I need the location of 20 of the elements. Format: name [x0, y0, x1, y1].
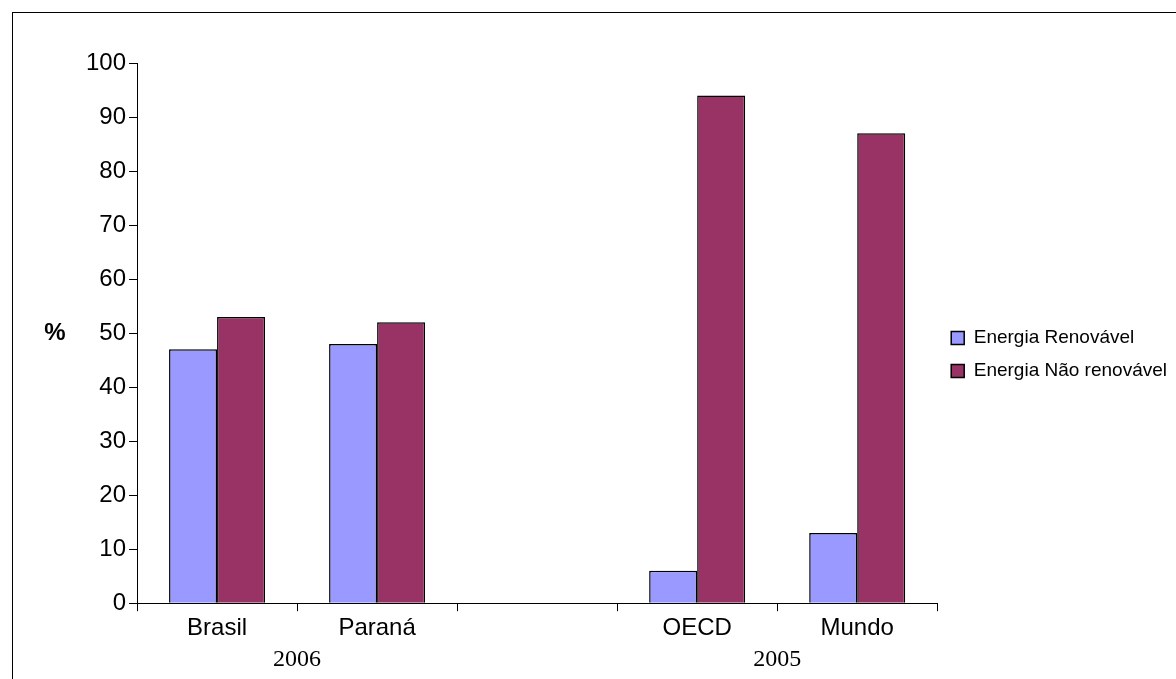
y-tick-label: 80 [99, 155, 127, 183]
text: 2006 [273, 645, 322, 672]
y-tick-label: 0 [112, 587, 127, 615]
y-tick-label: 70 [99, 209, 127, 237]
y-tick-label: 40 [99, 371, 127, 399]
legend-label: Energia Não renovável [973, 359, 1168, 381]
text: 2005 [753, 645, 802, 672]
x-tick-label: Brasil [187, 613, 248, 641]
y-tick-label: 30 [99, 425, 127, 453]
y-tick-label: 10 [99, 533, 127, 561]
legend-label: Energia Renovável [973, 326, 1135, 348]
x-tick-label: Paraná [338, 613, 417, 641]
y-tick-label: 100 [86, 47, 127, 75]
x-tick-label: OECD [662, 613, 732, 641]
y-tick-label: 20 [99, 479, 127, 507]
y-tick-label: 60 [99, 263, 127, 291]
x-tick-label: Mundo [820, 613, 894, 641]
y-tick-label: 50 [99, 317, 127, 345]
y-tick-label: 90 [99, 101, 127, 129]
y-axis-title: % [44, 317, 66, 345]
